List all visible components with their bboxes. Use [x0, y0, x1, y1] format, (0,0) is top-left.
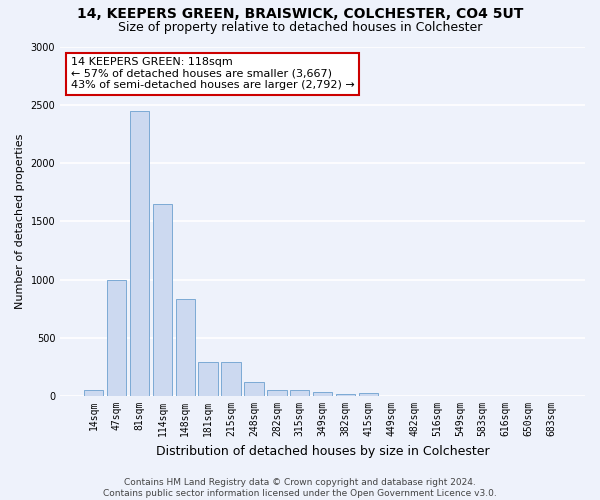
Bar: [84, 390, 103, 396]
Bar: [290, 390, 310, 396]
Bar: [152, 204, 172, 396]
Bar: [267, 390, 287, 396]
Text: 14, KEEPERS GREEN, BRAISWICK, COLCHESTER, CO4 5UT: 14, KEEPERS GREEN, BRAISWICK, COLCHESTER…: [77, 8, 523, 22]
Bar: [313, 392, 332, 396]
Bar: [107, 280, 127, 396]
Bar: [244, 382, 263, 396]
Text: Size of property relative to detached houses in Colchester: Size of property relative to detached ho…: [118, 21, 482, 34]
X-axis label: Distribution of detached houses by size in Colchester: Distribution of detached houses by size …: [156, 444, 490, 458]
Bar: [336, 394, 355, 396]
Text: Contains HM Land Registry data © Crown copyright and database right 2024.
Contai: Contains HM Land Registry data © Crown c…: [103, 478, 497, 498]
Text: 14 KEEPERS GREEN: 118sqm
← 57% of detached houses are smaller (3,667)
43% of sem: 14 KEEPERS GREEN: 118sqm ← 57% of detach…: [71, 57, 355, 90]
Bar: [130, 110, 149, 396]
Bar: [359, 392, 378, 396]
Y-axis label: Number of detached properties: Number of detached properties: [15, 134, 25, 309]
Bar: [221, 362, 241, 396]
Bar: [199, 362, 218, 396]
Bar: [176, 299, 195, 396]
